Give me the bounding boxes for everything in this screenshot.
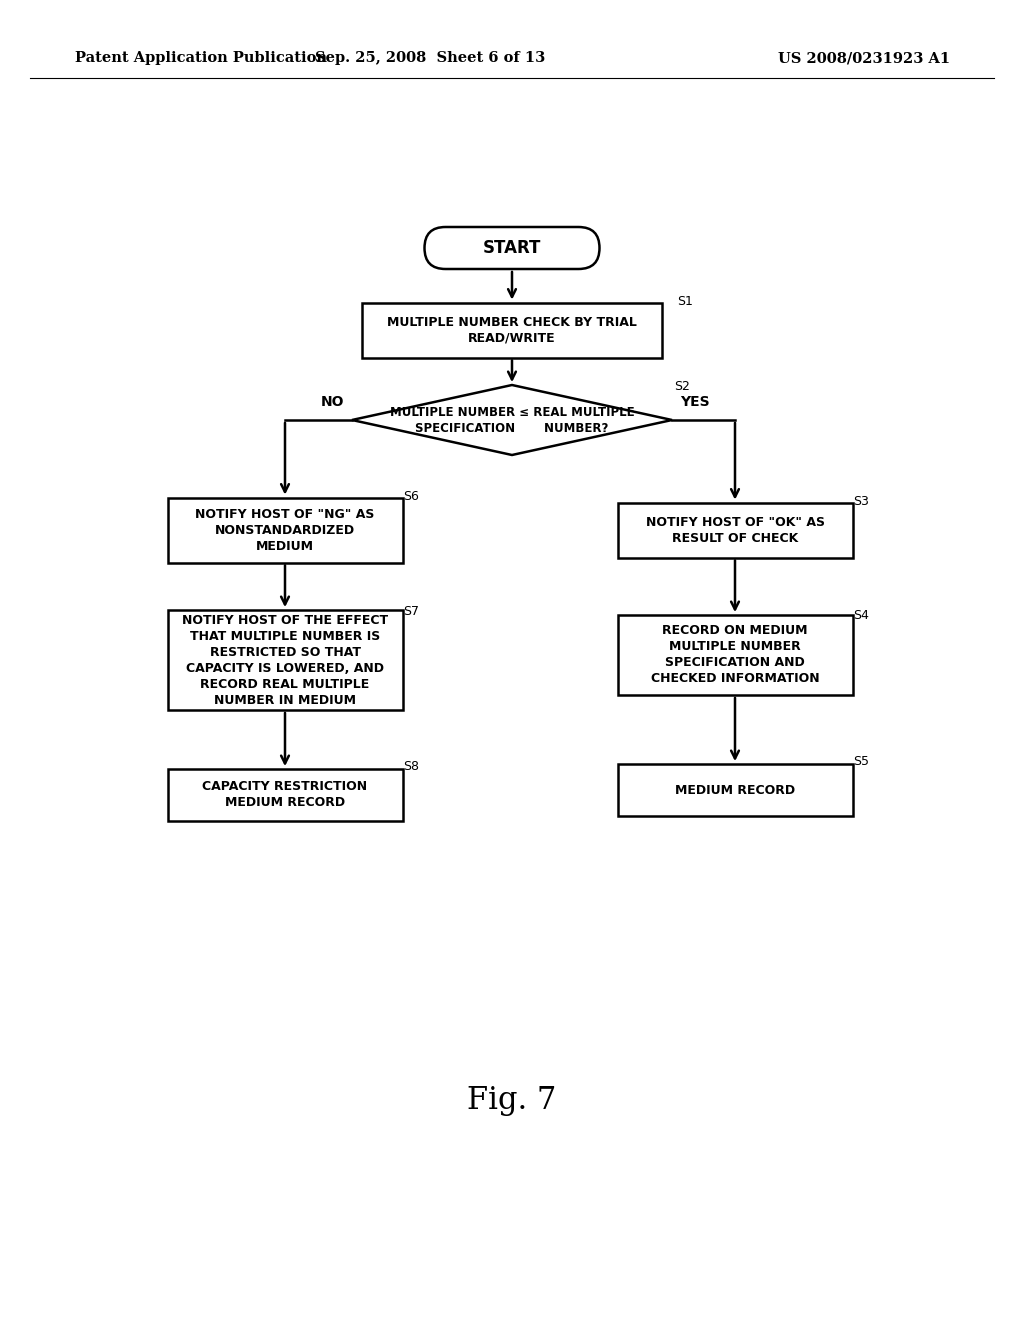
Text: Sep. 25, 2008  Sheet 6 of 13: Sep. 25, 2008 Sheet 6 of 13 [314,51,545,65]
Text: YES: YES [680,395,710,409]
Text: S4: S4 [853,609,869,622]
Bar [168,610,402,710]
Text: NOTIFY HOST OF THE EFFECT
THAT MULTIPLE NUMBER IS
RESTRICTED SO THAT
CAPACITY IS: NOTIFY HOST OF THE EFFECT THAT MULTIPLE … [182,614,388,706]
Text: MULTIPLE NUMBER CHECK BY TRIAL
READ/WRITE: MULTIPLE NUMBER CHECK BY TRIAL READ/WRIT… [387,315,637,345]
Bar [617,615,853,696]
Text: S5: S5 [853,755,869,768]
Text: MEDIUM RECORD: MEDIUM RECORD [675,784,795,796]
Text: S6: S6 [403,490,419,503]
Text: Patent Application Publication: Patent Application Publication [75,51,327,65]
Polygon shape [352,385,672,455]
Bar [168,498,402,562]
FancyBboxPatch shape [425,227,599,269]
Bar [617,764,853,816]
Text: CAPACITY RESTRICTION
MEDIUM RECORD: CAPACITY RESTRICTION MEDIUM RECORD [203,780,368,809]
Text: START: START [482,239,542,257]
Text: MULTIPLE NUMBER ≤ REAL MULTIPLE
SPECIFICATION       NUMBER?: MULTIPLE NUMBER ≤ REAL MULTIPLE SPECIFIC… [390,405,634,434]
Text: NOTIFY HOST OF "OK" AS
RESULT OF CHECK: NOTIFY HOST OF "OK" AS RESULT OF CHECK [645,516,824,544]
Text: S2: S2 [674,380,690,393]
Text: RECORD ON MEDIUM
MULTIPLE NUMBER
SPECIFICATION AND
CHECKED INFORMATION: RECORD ON MEDIUM MULTIPLE NUMBER SPECIFI… [650,624,819,685]
Text: S7: S7 [403,605,419,618]
Text: NO: NO [321,395,344,409]
Bar [617,503,853,557]
Bar [362,302,662,358]
Text: S1: S1 [677,294,693,308]
Text: NOTIFY HOST OF "NG" AS
NONSTANDARDIZED
MEDIUM: NOTIFY HOST OF "NG" AS NONSTANDARDIZED M… [196,507,375,553]
Bar [168,770,402,821]
Text: Fig. 7: Fig. 7 [467,1085,557,1115]
Text: S8: S8 [403,760,419,774]
Text: S3: S3 [853,495,869,508]
Text: US 2008/0231923 A1: US 2008/0231923 A1 [778,51,950,65]
